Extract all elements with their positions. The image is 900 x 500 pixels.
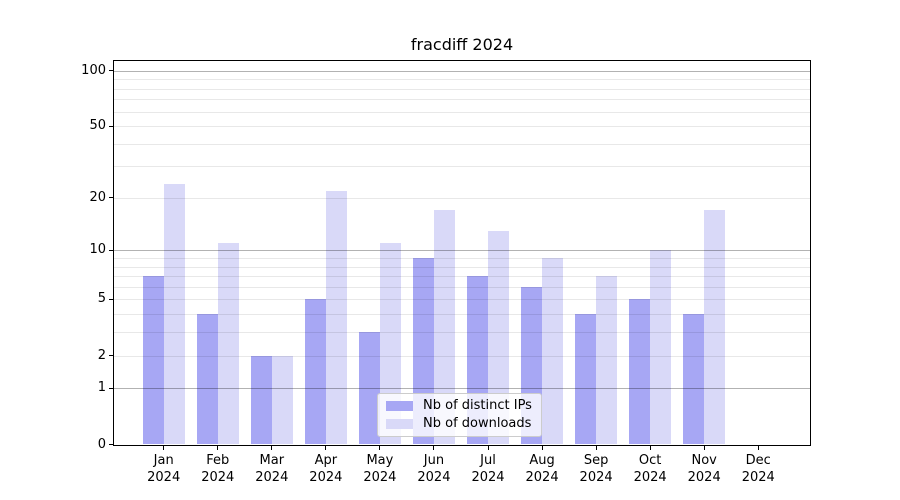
x-axis-tick-label-Jan: Jan 2024 bbox=[147, 453, 181, 485]
x-axis-tick-label-Nov: Nov 2024 bbox=[687, 453, 721, 485]
legend-label-downloads: Nb of downloads bbox=[423, 416, 532, 431]
y-tick-mark-100 bbox=[109, 70, 113, 72]
gridline-minor-2 bbox=[114, 355, 810, 357]
bar-ips-Nov bbox=[683, 314, 705, 445]
bar-ips-Sep bbox=[575, 314, 597, 445]
y-tick-mark-10 bbox=[109, 249, 113, 251]
bar-downloads-Sep bbox=[596, 276, 618, 445]
y-tick-mark-0 bbox=[109, 444, 113, 445]
y-tick-mark-2 bbox=[109, 355, 113, 357]
gridline-minor-40 bbox=[114, 143, 810, 145]
bar-ips-Feb bbox=[196, 314, 218, 445]
y-axis-tick-label-20: 20 bbox=[89, 189, 106, 205]
bar-ips-May bbox=[358, 332, 380, 445]
x-tick-mark-Nov bbox=[703, 445, 705, 450]
x-tick-mark-Dec bbox=[757, 445, 759, 450]
legend: Nb of distinct IPs Nb of downloads bbox=[377, 393, 542, 437]
bar-downloads-Jul bbox=[488, 230, 509, 445]
legend-item-distinct-ips: Nb of distinct IPs bbox=[386, 398, 532, 414]
x-axis-tick-label-Jul: Jul 2024 bbox=[471, 453, 505, 485]
bar-ips-Oct bbox=[629, 299, 651, 445]
gridline-minor-4 bbox=[114, 314, 810, 316]
gridline-minor-9 bbox=[114, 258, 810, 260]
bar-downloads-Oct bbox=[650, 250, 672, 445]
x-axis-tick-label-Sep: Sep 2024 bbox=[579, 453, 613, 485]
x-tick-mark-Jun bbox=[433, 445, 435, 450]
y-tick-mark-20 bbox=[109, 197, 113, 199]
gridline-major-1 bbox=[114, 388, 810, 390]
bar-ips-Mar bbox=[250, 355, 272, 445]
x-axis-tick-label-Apr: Apr 2024 bbox=[309, 453, 343, 485]
x-axis-tick-label-Dec: Dec 2024 bbox=[741, 453, 775, 485]
x-axis-tick-label-Feb: Feb 2024 bbox=[201, 453, 235, 485]
gridline-major-10 bbox=[114, 250, 810, 252]
x-tick-mark-Apr bbox=[325, 445, 327, 450]
gridline-minor-30 bbox=[114, 166, 810, 168]
bar-downloads-Aug bbox=[542, 258, 564, 445]
x-axis-tick-label-Oct: Oct 2024 bbox=[633, 453, 667, 485]
legend-item-downloads: Nb of downloads bbox=[386, 416, 532, 432]
y-tick-mark-50 bbox=[109, 125, 113, 127]
plot-area bbox=[113, 59, 811, 446]
chart-title: fracdiff 2024 bbox=[410, 35, 514, 54]
bar-downloads-Feb bbox=[217, 243, 239, 445]
gridline-minor-90 bbox=[114, 79, 810, 81]
x-tick-mark-Oct bbox=[649, 445, 651, 450]
x-tick-mark-Aug bbox=[541, 445, 543, 450]
y-axis-tick-label-2: 2 bbox=[97, 347, 106, 363]
x-tick-mark-Jan bbox=[163, 445, 165, 450]
gridline-minor-8 bbox=[114, 266, 810, 268]
bar-downloads-Jan bbox=[163, 183, 185, 445]
y-tick-mark-5 bbox=[109, 298, 113, 300]
x-axis-tick-label-Aug: Aug 2024 bbox=[525, 453, 559, 485]
bar-ips-Apr bbox=[304, 299, 326, 445]
bar-downloads-Mar bbox=[271, 355, 293, 445]
x-axis-tick-label-Mar: Mar 2024 bbox=[255, 453, 289, 485]
x-tick-mark-Feb bbox=[217, 445, 219, 450]
gridline-minor-50 bbox=[114, 126, 810, 128]
grid-layer bbox=[114, 61, 810, 445]
gridline-minor-20 bbox=[114, 197, 810, 199]
bar-downloads-Nov bbox=[704, 210, 726, 445]
y-axis-tick-label-1: 1 bbox=[97, 380, 106, 396]
x-tick-mark-Sep bbox=[595, 445, 597, 450]
gridline-minor-6 bbox=[114, 286, 810, 288]
y-axis-tick-label-10: 10 bbox=[89, 242, 106, 258]
legend-swatch-downloads bbox=[386, 419, 413, 429]
y-axis-tick-label-0: 0 bbox=[97, 436, 106, 452]
x-axis-tick-label-May: May 2024 bbox=[363, 453, 397, 485]
x-tick-mark-May bbox=[379, 445, 381, 450]
bar-ips-Jan bbox=[142, 276, 164, 445]
y-tick-mark-1 bbox=[109, 387, 113, 389]
bar-downloads-Apr bbox=[325, 190, 347, 445]
y-axis-tick-label-50: 50 bbox=[89, 118, 106, 134]
y-axis-tick-label-5: 5 bbox=[97, 291, 106, 307]
x-tick-mark-Mar bbox=[271, 445, 273, 450]
legend-swatch-distinct-ips bbox=[386, 401, 413, 411]
x-tick-mark-Jul bbox=[487, 445, 489, 450]
gridline-minor-60 bbox=[114, 111, 810, 113]
y-axis-tick-label-100: 100 bbox=[81, 62, 106, 78]
gridline-minor-3 bbox=[114, 332, 810, 334]
gridline-minor-5 bbox=[114, 299, 810, 301]
gridline-minor-7 bbox=[114, 276, 810, 278]
x-axis-tick-label-Jun: Jun 2024 bbox=[417, 453, 451, 485]
gridline-minor-70 bbox=[114, 99, 810, 101]
bar-downloads-Jun bbox=[433, 210, 455, 445]
legend-label-distinct-ips: Nb of distinct IPs bbox=[423, 398, 532, 413]
gridline-major-100 bbox=[114, 70, 810, 72]
gridline-minor-80 bbox=[114, 88, 810, 90]
